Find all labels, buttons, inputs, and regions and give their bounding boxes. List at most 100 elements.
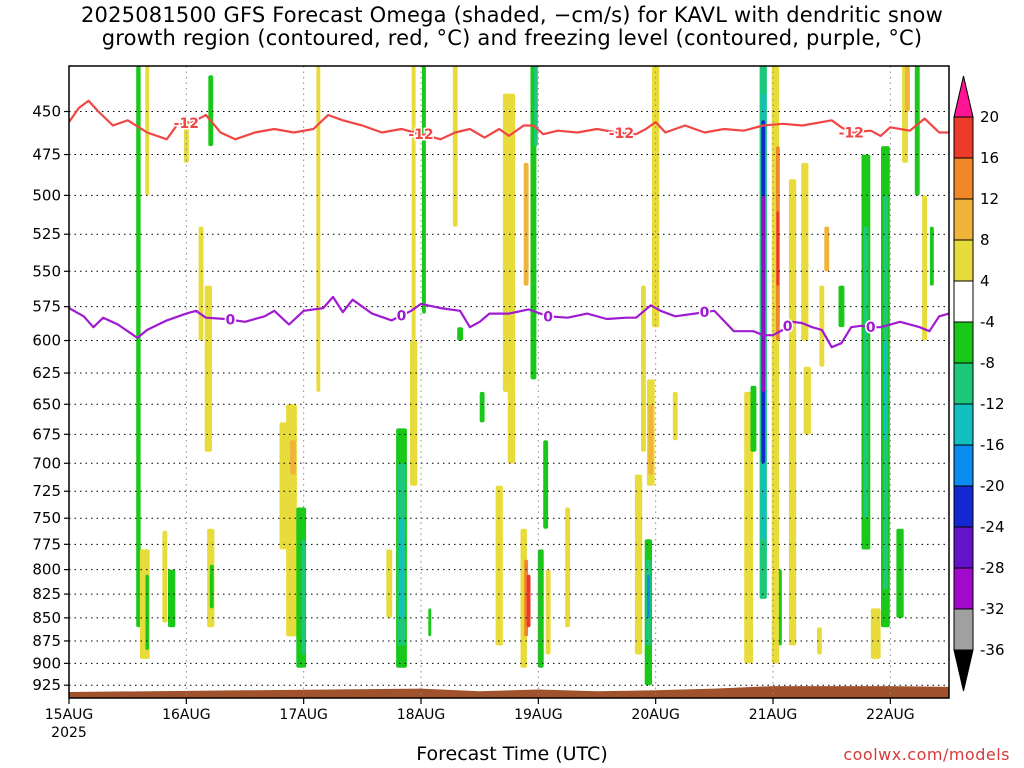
omega-cell <box>801 162 809 341</box>
omega-cell <box>290 440 296 475</box>
colorbar-bin <box>953 321 974 364</box>
y-tick-label: 700 <box>32 454 61 472</box>
omega-cell <box>411 66 416 341</box>
omega-cell <box>634 474 643 655</box>
omega-cell <box>422 66 426 314</box>
omega-cell <box>457 327 464 341</box>
omega-cell <box>145 66 150 196</box>
chart-title: 2025081500 GFS Forecast Omega (shaded, −… <box>0 4 1024 50</box>
colorbar-tick-label: -24 <box>980 518 1005 536</box>
x-tick-label: 15AUG <box>45 707 94 723</box>
omega-cell <box>778 569 782 646</box>
omega-cell <box>648 404 654 475</box>
pressure-axis: 450 475 500 525 550 575 600 625 650 675 700 725 750 7… <box>32 103 69 694</box>
y-tick-label: 500 <box>32 186 61 204</box>
omega-cell <box>428 608 432 637</box>
colorbar-bottom-triangle <box>953 649 974 692</box>
freezing-contour-label: 0 <box>543 309 553 325</box>
colorbar-bin <box>953 157 974 200</box>
y-tick-label: 750 <box>32 509 61 527</box>
omega-cell <box>824 226 830 272</box>
x-tick-sublabel: 2025 <box>51 725 87 741</box>
colorbar-tick-label: 4 <box>980 272 990 290</box>
y-tick-label: 650 <box>32 395 61 413</box>
x-axis-label: Forecast Time (UTC) <box>416 743 608 765</box>
omega-cell <box>922 195 927 341</box>
omega-cell <box>183 120 189 163</box>
colorbar-tick-label: -16 <box>980 436 1005 454</box>
colorbar-bin <box>953 485 974 528</box>
omega-cell <box>533 66 538 147</box>
omega-cell <box>502 93 516 392</box>
y-tick-label: 450 <box>32 103 61 121</box>
y-tick-label: 800 <box>32 561 61 579</box>
colorbar-tick-label: -28 <box>980 559 1005 577</box>
grid-lines <box>69 66 949 698</box>
freezing-contour-line <box>69 295 949 349</box>
omega-cell <box>870 608 881 659</box>
omega-cell <box>652 66 660 328</box>
colorbar-bin <box>953 362 974 405</box>
colorbar-bin <box>953 526 974 569</box>
x-tick-label: 16AUG <box>162 707 211 723</box>
x-tick-label: 19AUG <box>514 707 563 723</box>
colorbar-tick-label: 8 <box>980 231 990 249</box>
omega-cell <box>838 285 845 328</box>
omega-cell <box>803 366 811 435</box>
omega-cell <box>410 340 418 486</box>
omega-cell <box>523 162 529 286</box>
omega-cell <box>168 569 176 628</box>
y-tick-label: 825 <box>32 585 61 603</box>
colorbar-bin <box>953 403 974 446</box>
omega-cell <box>819 285 825 367</box>
y-tick-label: 625 <box>32 364 61 382</box>
colorbar-tick-label: -8 <box>980 354 995 372</box>
y-tick-label: 525 <box>32 225 61 243</box>
omega-cell <box>208 75 214 147</box>
freezing-contour-label: 0 <box>866 320 876 336</box>
dendritic-contour-label: -12 <box>174 116 199 132</box>
omega-cell <box>744 391 753 664</box>
dendritic-contour-label: -12 <box>408 127 433 143</box>
colorbar-bin <box>953 280 974 323</box>
omega-cell <box>905 66 910 112</box>
colorbar-top-triangle <box>953 75 974 118</box>
y-tick-label: 550 <box>32 262 61 280</box>
y-tick-label: 575 <box>32 298 61 316</box>
omega-cell <box>776 211 780 286</box>
omega-cell <box>386 549 393 618</box>
omega-cell <box>896 528 904 618</box>
omega-cell <box>672 391 678 441</box>
omega-cell <box>198 226 204 341</box>
dendritic-contour-line <box>69 99 949 141</box>
x-tick-label: 17AUG <box>279 707 328 723</box>
chart-title-line-1: 2025081500 GFS Forecast Omega (shaded, −… <box>81 3 943 27</box>
omega-cell <box>929 226 934 286</box>
terrain-fill <box>69 686 949 698</box>
x-tick-label: 21AUG <box>749 707 798 723</box>
freezing-contour-label: 0 <box>783 319 793 335</box>
omega-cell <box>495 485 503 646</box>
freezing-contour-label: 0 <box>225 313 235 329</box>
y-tick-label: 850 <box>32 609 61 627</box>
omega-cell <box>646 574 650 618</box>
colorbar-bin <box>953 567 974 610</box>
colorbar-bin <box>953 608 974 651</box>
dendritic-contour-label: -12 <box>609 126 634 142</box>
colorbar-bin <box>953 444 974 487</box>
freezing-contour-label: 0 <box>397 309 407 325</box>
omega-cell <box>761 195 765 392</box>
omega-colorbar: 20 16 12 8 4 -4 -8 -12 -16 -20 -24 -28 -32 -36 <box>953 75 1005 692</box>
y-tick-label: 600 <box>32 332 61 350</box>
y-tick-label: 675 <box>32 425 61 443</box>
omega-cell <box>209 564 214 609</box>
chart-title-line-2: growth region (contoured, red, °C) and f… <box>101 26 923 50</box>
omega-cell <box>545 569 551 655</box>
omega-cell <box>565 507 571 628</box>
omega-cell <box>479 391 485 423</box>
omega-cell <box>316 66 321 392</box>
omega-cell <box>452 66 458 227</box>
omega-cell <box>750 385 757 452</box>
plot-frame <box>68 65 950 699</box>
